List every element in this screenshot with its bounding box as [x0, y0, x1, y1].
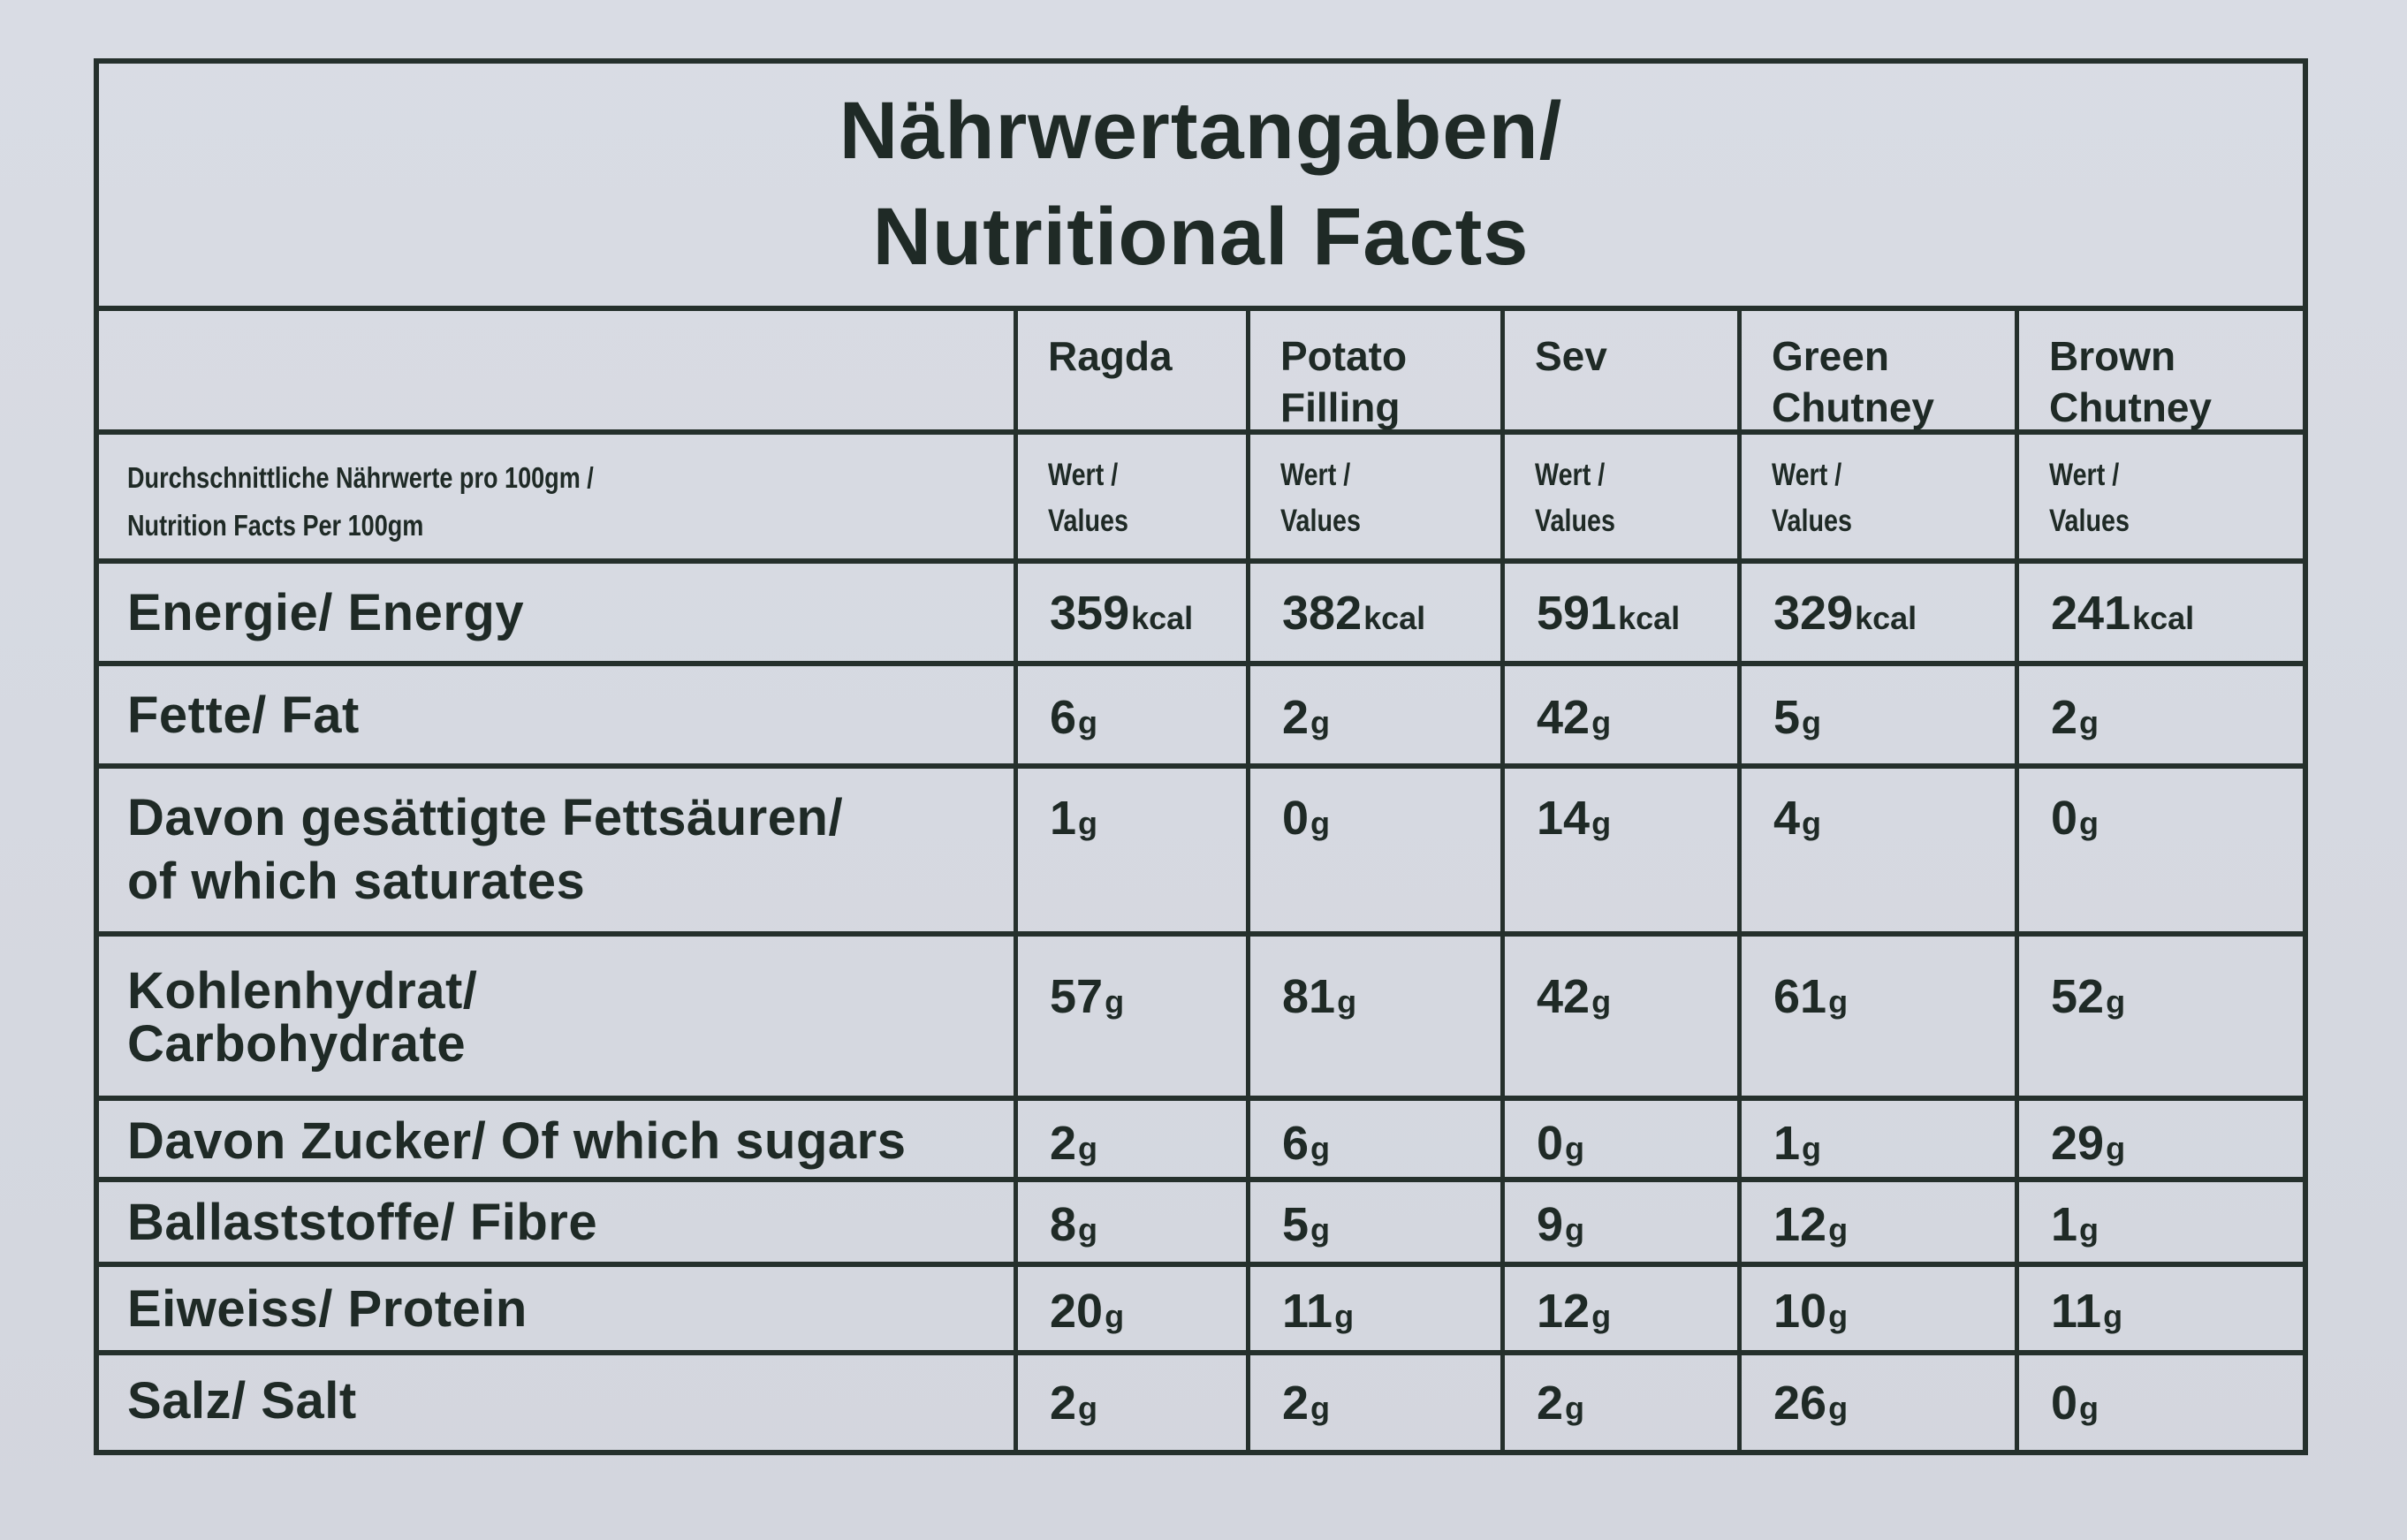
values-label-english: Values [2049, 504, 2130, 538]
nutrient-value: 20g [1050, 1285, 1125, 1338]
nutrient-value: 2g [1282, 1377, 1331, 1430]
table-title: Nährwertangaben/ Nutritional Facts [99, 64, 2303, 311]
per-100g-label-german: Durchschnittliche Nährwerte pro 100gm / [127, 461, 594, 494]
nutrient-value: 2g [2051, 691, 2099, 744]
nutrient-label-line2: Carbohydrate [127, 1015, 467, 1073]
nutrient-value: 5g [1773, 691, 1822, 744]
nutrition-facts-table: Nährwertangaben/ Nutritional Facts Ragda… [94, 58, 2308, 1455]
nutrient-label: Salz/ Salt [127, 1372, 357, 1430]
nutrition-grid: Ragda Potato Filling Sev Green Chutney Bro… [99, 306, 2303, 1450]
values-header-cell: Wert / Values [1014, 435, 1246, 558]
nutrient-value: 61g [1773, 970, 1849, 1023]
nutrient-value: 2g [1050, 1377, 1098, 1430]
nutrient-label: Eiweiss/ Protein [127, 1280, 528, 1338]
column-header-sev: Sev [1500, 306, 1737, 429]
column-header-label-line2: Chutney [2049, 384, 2212, 430]
nutrient-value: 57g [1050, 970, 1125, 1023]
nutrient-value: 2g [1050, 1117, 1098, 1170]
values-header-cell: Wert / Values [1246, 435, 1500, 558]
nutrient-value: 52g [2051, 970, 2126, 1023]
column-header-label: Potato [1280, 333, 1408, 379]
per-100g-label-cell: Durchschnittliche Nährwerte pro 100gm / N… [99, 435, 1014, 558]
nutrient-value: 591kcal [1537, 587, 1681, 640]
nutrient-label: Ballaststoffe/ Fibre [127, 1194, 598, 1251]
nutrient-label: Davon gesättigte Fettsäuren/ [127, 789, 844, 846]
per-100g-subheader-row: Durchschnittliche Nährwerte pro 100gm / N… [99, 435, 2303, 564]
nutrient-value: 1g [1773, 1117, 1822, 1170]
nutrient-value: 12g [1537, 1285, 1612, 1338]
nutrient-value: 359kcal [1050, 587, 1194, 640]
column-header-potato-filling: Potato Filling [1246, 306, 1500, 430]
nutrient-value: 1g [2051, 1198, 2099, 1251]
values-label-german: Wert / [1535, 458, 1606, 492]
nutrient-value: 2g [1537, 1377, 1585, 1430]
values-label-german: Wert / [1772, 458, 1842, 492]
nutrient-value: 4g [1773, 792, 1822, 845]
nutrient-row-saturates: Davon gesättigte Fettsäuren/ of which sa… [99, 769, 2303, 937]
nutrient-value: 0g [1282, 792, 1331, 845]
values-label-english: Values [1048, 504, 1128, 538]
title-german: Nährwertangaben/ [839, 86, 1563, 176]
values-label-english: Values [1280, 504, 1361, 538]
per-100g-label-english: Nutrition Facts Per 100gm [127, 509, 424, 542]
values-header-cell: Wert / Values [1737, 435, 2015, 558]
nutrient-value: 11g [1282, 1285, 1355, 1338]
nutrient-label-line2: of which saturates [127, 853, 586, 910]
nutrient-value: 0g [2051, 792, 2099, 845]
nutrient-value: 241kcal [2051, 587, 2195, 640]
nutrient-value: 0g [1537, 1117, 1585, 1170]
nutrient-value: 329kcal [1773, 587, 1917, 640]
column-header-row: Ragda Potato Filling Sev Green Chutney Bro… [99, 306, 2303, 435]
values-label-english: Values [1535, 504, 1615, 538]
column-header-ragda: Ragda [1014, 306, 1246, 429]
nutrient-row-energy: Energie/ Energy 359kcal 382kcal 591kcal … [99, 564, 2303, 666]
nutrient-value: 29g [2051, 1117, 2126, 1170]
column-header-label: Green [1772, 333, 1889, 379]
header-empty-cell [99, 306, 1014, 429]
nutrient-value: 2g [1282, 691, 1331, 744]
nutrient-value: 26g [1773, 1377, 1849, 1430]
title-english: Nutritional Facts [872, 192, 1530, 282]
nutrient-label: Davon Zucker/ Of which sugars [127, 1112, 907, 1170]
nutrient-value: 5g [1282, 1198, 1331, 1251]
column-header-label: Sev [1535, 333, 1607, 379]
values-header-cell: Wert / Values [1500, 435, 1737, 558]
nutrient-value: 0g [2051, 1377, 2099, 1430]
column-header-label: Ragda [1048, 333, 1173, 379]
nutrient-value: 42g [1537, 691, 1612, 744]
nutrient-value: 12g [1773, 1198, 1849, 1251]
nutrient-row-fibre: Ballaststoffe/ Fibre 8g 5g 9g 12g 1g [99, 1182, 2303, 1267]
nutrient-value: 42g [1537, 970, 1612, 1023]
values-label-german: Wert / [1048, 458, 1119, 492]
nutrient-row-carbohydrate: Kohlenhydrat/ Carbohydrate 57g 81g 42g 6… [99, 937, 2303, 1101]
nutrient-row-sugars: Davon Zucker/ Of which sugars 2g 6g 0g 1… [99, 1101, 2303, 1182]
nutrient-label: Energie/ Energy [127, 584, 525, 641]
values-label-german: Wert / [2049, 458, 2120, 492]
nutrient-value: 9g [1537, 1198, 1585, 1251]
nutrient-value: 81g [1282, 970, 1357, 1023]
column-header-label: Brown [2049, 333, 2176, 379]
nutrient-value: 6g [1282, 1117, 1331, 1170]
column-header-green-chutney: Green Chutney [1737, 306, 2015, 430]
column-header-label-line2: Filling [1280, 384, 1401, 430]
nutrient-row-fat: Fette/ Fat 6g 2g 42g 5g 2g [99, 666, 2303, 769]
column-header-label-line2: Chutney [1772, 384, 1934, 430]
nutrient-value: 8g [1050, 1198, 1098, 1251]
values-label-english: Values [1772, 504, 1852, 538]
nutrient-label: Kohlenhydrat/ [127, 962, 478, 1020]
nutrient-value: 11g [2051, 1285, 2123, 1338]
nutrient-value: 10g [1773, 1285, 1849, 1338]
values-label-german: Wert / [1280, 458, 1351, 492]
nutrient-value: 6g [1050, 691, 1098, 744]
column-header-brown-chutney: Brown Chutney [2015, 306, 2303, 430]
values-header-cell: Wert / Values [2015, 435, 2303, 558]
nutrient-row-protein: Eiweiss/ Protein 20g 11g 12g 10g 11g [99, 1267, 2303, 1355]
nutrient-value: 1g [1050, 792, 1098, 845]
nutrient-value: 382kcal [1282, 587, 1426, 640]
nutrient-value: 14g [1537, 792, 1612, 845]
nutrient-label: Fette/ Fat [127, 687, 360, 744]
nutrient-row-salt: Salz/ Salt 2g 2g 2g 26g 0g [99, 1355, 2303, 1450]
